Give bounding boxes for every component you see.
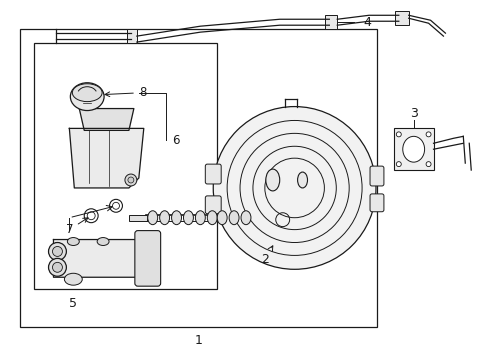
Bar — [34, 43, 217, 289]
Bar — [20, 29, 376, 327]
Ellipse shape — [67, 238, 79, 246]
Ellipse shape — [70, 83, 104, 111]
Text: 4: 4 — [363, 16, 370, 29]
Text: 1: 1 — [194, 334, 202, 347]
Text: 8: 8 — [105, 86, 146, 99]
FancyBboxPatch shape — [369, 194, 383, 212]
Circle shape — [395, 162, 401, 167]
Ellipse shape — [229, 211, 239, 225]
Bar — [393, 129, 433, 170]
FancyBboxPatch shape — [369, 166, 383, 186]
Ellipse shape — [64, 273, 82, 285]
Text: 7: 7 — [65, 218, 88, 236]
Circle shape — [52, 262, 62, 272]
Circle shape — [124, 174, 137, 186]
Ellipse shape — [297, 172, 307, 188]
Circle shape — [52, 247, 62, 256]
Ellipse shape — [241, 211, 250, 225]
Ellipse shape — [147, 211, 157, 225]
Circle shape — [128, 177, 134, 183]
Text: 5: 5 — [69, 297, 77, 310]
Ellipse shape — [160, 211, 169, 225]
FancyBboxPatch shape — [135, 231, 161, 286]
Ellipse shape — [265, 169, 279, 191]
Polygon shape — [69, 129, 143, 188]
Polygon shape — [53, 239, 150, 277]
Ellipse shape — [171, 211, 181, 225]
Ellipse shape — [195, 211, 205, 225]
Circle shape — [395, 132, 401, 137]
Text: 6: 6 — [172, 134, 180, 147]
Bar — [129, 215, 146, 221]
Circle shape — [213, 107, 375, 269]
FancyBboxPatch shape — [205, 196, 221, 214]
Bar — [127, 29, 137, 43]
Text: 3: 3 — [409, 107, 417, 120]
Bar — [394, 11, 408, 25]
Text: 2: 2 — [261, 246, 272, 266]
Ellipse shape — [183, 211, 193, 225]
Ellipse shape — [207, 211, 217, 225]
Ellipse shape — [402, 136, 424, 162]
Circle shape — [425, 132, 430, 137]
Ellipse shape — [72, 84, 102, 102]
Bar — [325, 15, 337, 29]
Circle shape — [425, 162, 430, 167]
Ellipse shape — [97, 238, 109, 246]
Ellipse shape — [217, 211, 226, 225]
FancyBboxPatch shape — [205, 164, 221, 184]
Circle shape — [48, 258, 66, 276]
Circle shape — [48, 243, 66, 260]
Polygon shape — [79, 109, 134, 130]
